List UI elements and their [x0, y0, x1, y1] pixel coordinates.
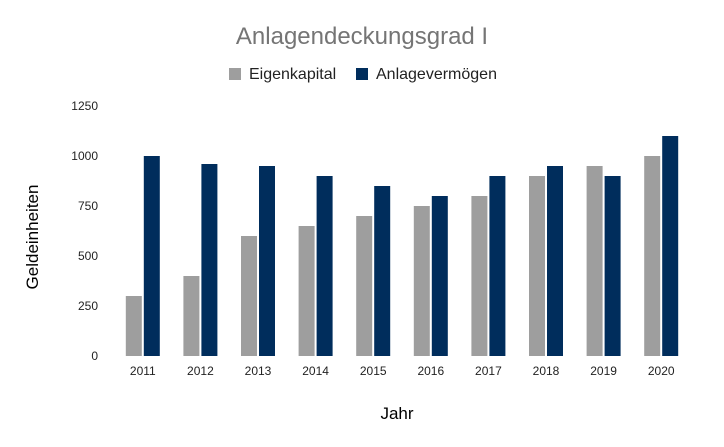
x-axis-ticks: 2011 2012 2013 2014 2015 2016 2017 2018 2019 2020: [130, 364, 675, 378]
x-tick-label: 2014: [302, 364, 329, 378]
legend-swatch-anlagevermoegen: [356, 68, 368, 80]
x-tick-label: 2019: [590, 364, 617, 378]
x-tick-label: 2013: [245, 364, 272, 378]
legend: Eigenkapital Anlagevermögen: [229, 66, 497, 83]
x-tick-label: 2015: [360, 364, 387, 378]
bar-eigenkapital-2020: [644, 156, 661, 356]
bar-anlagevermoegen-2018: [547, 166, 563, 356]
bar-eigenkapital-2019: [586, 166, 603, 356]
y-tick-label: 0: [91, 349, 98, 363]
bar-eigenkapital-2014: [298, 226, 315, 356]
bars: [125, 136, 679, 356]
chart-title: Anlagendeckungsgrad I: [236, 23, 488, 50]
x-axis-label: Jahr: [380, 404, 413, 423]
x-tick-label: 2020: [648, 364, 675, 378]
legend-label-eigenkapital: Eigenkapital: [249, 66, 336, 83]
bar-anlagevermoegen-2013: [259, 166, 275, 356]
bar-anlagevermoegen-2015: [374, 186, 391, 356]
y-axis-label: Geldeinheiten: [23, 185, 42, 290]
bar-eigenkapital-2016: [413, 206, 430, 356]
y-tick-label: 1250: [71, 99, 98, 113]
bar-eigenkapital-2013: [241, 236, 257, 356]
x-tick-label: 2012: [187, 364, 214, 378]
bar-anlagevermoegen-2017: [489, 176, 506, 356]
legend-swatch-eigenkapital: [229, 68, 241, 80]
x-tick-label: 2018: [533, 364, 560, 378]
y-tick-label: 250: [78, 299, 98, 313]
bar-anlagevermoegen-2020: [662, 136, 679, 356]
y-tick-label: 1000: [71, 149, 98, 163]
x-tick-label: 2011: [130, 364, 156, 378]
bar-anlagevermoegen-2014: [316, 176, 333, 356]
bar-anlagevermoegen-2012: [201, 164, 218, 356]
y-axis-ticks: 0 250 500 750 1000 1250: [71, 99, 98, 363]
x-tick-label: 2017: [475, 364, 502, 378]
x-tick-label: 2016: [417, 364, 444, 378]
bar-eigenkapital-2012: [183, 276, 200, 356]
y-tick-label: 500: [78, 249, 98, 263]
legend-label-anlagevermoegen: Anlagevermögen: [376, 66, 497, 83]
bar-anlagevermoegen-2019: [604, 176, 621, 356]
bar-anlagevermoegen-2016: [431, 196, 448, 356]
bar-eigenkapital-2018: [529, 176, 545, 356]
y-tick-label: 750: [78, 199, 98, 213]
bar-eigenkapital-2011: [125, 296, 142, 356]
bar-anlagevermoegen-2011: [143, 156, 160, 356]
bar-eigenkapital-2017: [471, 196, 488, 356]
bar-eigenkapital-2015: [356, 216, 373, 356]
